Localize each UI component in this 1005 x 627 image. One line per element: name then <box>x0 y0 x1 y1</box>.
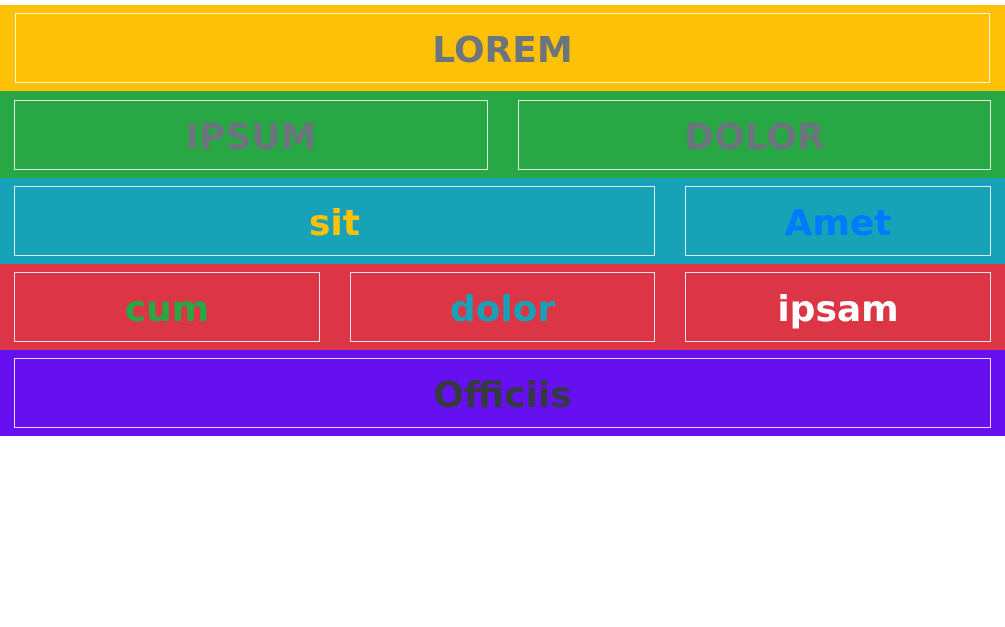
cell-ipsum-label: IPSUM <box>186 120 317 156</box>
cell-sit-label: sit <box>309 206 360 242</box>
row-ipsum-dolor: IPSUM DOLOR <box>0 91 1005 178</box>
cell-lorem-label: LOREM <box>432 33 572 69</box>
cell-ipsum: IPSUM <box>14 100 488 170</box>
cell-dolor-upper-label: DOLOR <box>684 120 824 156</box>
cell-amet-label: Amet <box>785 206 892 242</box>
cell-dolor-label: dolor <box>450 292 555 328</box>
row-officiis: Officiis <box>0 350 1005 436</box>
cell-officiis-label: Officiis <box>433 378 571 414</box>
cell-cum: cum <box>14 272 320 342</box>
cell-dolor-upper: DOLOR <box>518 100 991 170</box>
row-lorem: LOREM <box>0 4 1005 91</box>
cell-amet: Amet <box>685 186 991 256</box>
cell-sit: sit <box>14 186 655 256</box>
cell-ipsam: ipsam <box>685 272 991 342</box>
cell-cum-label: cum <box>125 292 209 328</box>
row-cum-dolor-ipsam: cum dolor ipsam <box>0 264 1005 350</box>
cell-dolor: dolor <box>350 272 655 342</box>
cell-officiis: Officiis <box>14 358 991 428</box>
row-sit-amet: sit Amet <box>0 178 1005 264</box>
cell-lorem: LOREM <box>15 13 990 83</box>
cell-ipsam-label: ipsam <box>777 292 898 328</box>
